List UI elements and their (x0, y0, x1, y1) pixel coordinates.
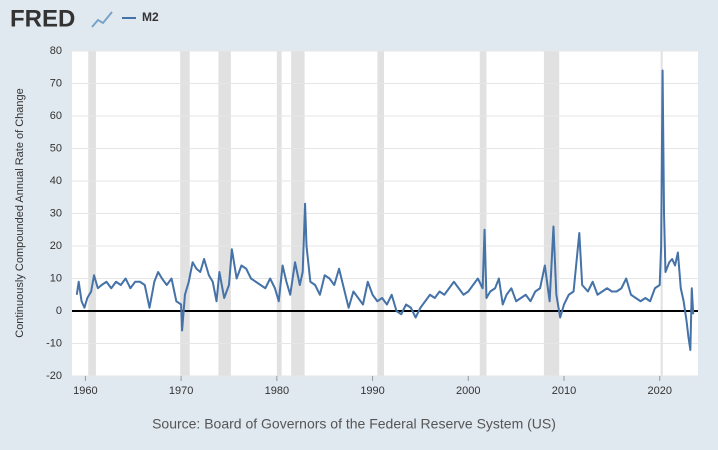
y-tick-label: -10 (46, 337, 62, 349)
brand-icon (91, 11, 113, 28)
y-tick-label: 60 (50, 110, 62, 122)
series-line (75, 69, 695, 351)
y-tick-label: 80 (50, 45, 62, 57)
x-tick-label: 2010 (552, 385, 576, 397)
source-note: Source: Board of Governors of the Federa… (152, 416, 556, 432)
y-tick-label: 20 (50, 240, 62, 252)
legend-label: M2 (142, 10, 159, 24)
y-tick-label: 50 (50, 142, 62, 154)
x-tick-label: 1980 (265, 385, 289, 397)
x-tick-label: 1990 (360, 385, 384, 397)
x-tick-label: 2020 (647, 385, 671, 397)
y-axis-label: Continuously Compounded Annual Rate of C… (14, 88, 26, 338)
x-tick-label: 1960 (73, 385, 97, 397)
brand-logo: FRED (10, 5, 75, 32)
y-tick-label: 30 (50, 207, 62, 219)
y-tick-label: 0 (56, 305, 62, 317)
y-tick-label: 40 (50, 175, 62, 187)
x-tick-label: 1970 (169, 385, 193, 397)
y-tick-label: 10 (50, 272, 62, 284)
x-tick-label: 2000 (456, 385, 480, 397)
y-tick-label: -20 (46, 370, 62, 382)
y-tick-label: 70 (50, 77, 62, 89)
